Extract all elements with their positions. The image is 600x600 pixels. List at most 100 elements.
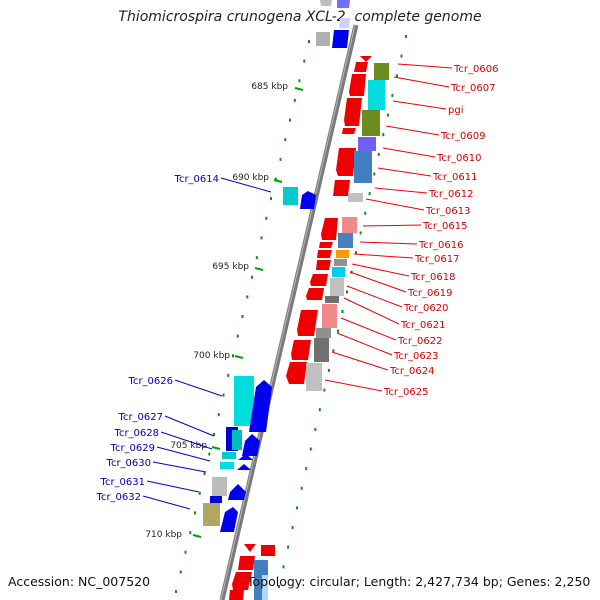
scale-dot — [400, 54, 403, 58]
forward-gene-label: pgi — [448, 105, 463, 116]
reverse-gene-label: Tcr_0629 — [110, 443, 155, 454]
scale-dot — [391, 93, 394, 97]
map-title: Thiomicrospira crunogena XCL-2, complete… — [118, 9, 482, 25]
scale-dot — [213, 432, 215, 436]
scale-dot — [251, 275, 253, 279]
topology-text: Topology: circular; Length: 2,427,734 bp… — [247, 574, 591, 589]
forward-label-connectors — [324, 63, 453, 392]
forward-connector — [362, 224, 422, 227]
scale-dot — [341, 310, 344, 313]
reverse-connector — [152, 461, 207, 473]
forward-connector — [393, 76, 450, 88]
scale-dot — [298, 79, 301, 83]
forward-gene-label: Tcr_0625 — [383, 387, 428, 398]
scale-dot — [332, 349, 335, 353]
reverse-connector — [164, 415, 215, 437]
reverse-gene-label: Tcr_0614 — [174, 174, 219, 185]
scale-label-700: 700 kbp — [193, 351, 230, 361]
forward-gene-label: Tcr_0616 — [418, 240, 463, 251]
forward-connector — [385, 125, 440, 136]
forward-gene-label: Tcr_0617 — [414, 254, 459, 265]
scale-dot — [184, 550, 187, 554]
forward-connector — [349, 271, 407, 293]
forward-gene-label: Tcr_0613 — [425, 206, 470, 217]
genome-backbone — [219, 24, 359, 600]
scale-dot — [293, 98, 296, 102]
reverse-gene-label: Tcr_0626 — [128, 376, 173, 387]
forward-connector — [340, 317, 397, 341]
forward-gene-label: Tcr_0606 — [453, 64, 498, 75]
forward-gene-label: Tcr_0619 — [407, 288, 452, 299]
scale-dot — [289, 118, 291, 122]
scale-label-705: 705 kbp — [170, 441, 207, 451]
scale-dot — [305, 467, 308, 471]
scale-dot — [203, 472, 206, 476]
scale-ticks — [192, 87, 304, 538]
scale-dot-track — [175, 35, 407, 593]
forward-gene-label: Tcr_0620 — [403, 303, 448, 314]
reverse-gene-label: Tcr_0630 — [106, 458, 151, 469]
forward-connector — [351, 263, 410, 277]
forward-gene-label: Tcr_0618 — [410, 272, 455, 283]
reverse-gene-label: Tcr_0627 — [118, 412, 163, 423]
forward-connector — [359, 241, 418, 245]
forward-connector — [331, 351, 389, 371]
forward-gene-label: Tcr_0615 — [422, 221, 467, 232]
scale-dot — [318, 408, 321, 412]
scale-dot — [291, 526, 294, 530]
forward-gene-label: Tcr_0607 — [450, 83, 495, 94]
genome-backbone-highlight — [220, 24, 356, 600]
scale-dot — [279, 157, 282, 161]
scale-dot — [287, 545, 290, 549]
scale-dot — [217, 413, 220, 417]
bottom-features — [229, 544, 275, 600]
reverse-gene-labels: Tcr_0614 Tcr_0626 Tcr_0627 Tcr_0628 Tcr_0629… — [96, 174, 219, 503]
scale-dot — [260, 236, 263, 240]
scale-dot — [386, 113, 389, 117]
scale-label-695: 695 kbp — [212, 262, 249, 272]
scale-dot — [327, 368, 330, 372]
reverse-connector — [146, 480, 200, 493]
forward-gene-label: Tcr_0609 — [440, 131, 485, 142]
forward-gene-label: Tcr_0610 — [436, 153, 481, 164]
scale-dot — [222, 393, 225, 397]
forward-features — [286, 56, 389, 391]
scale-dot — [405, 35, 407, 38]
reverse-label-connectors — [142, 177, 272, 510]
scale-dot — [300, 486, 303, 490]
reverse-connector — [142, 495, 191, 510]
reverse-gene-label: Tcr_0632 — [96, 492, 141, 503]
scale-dot — [208, 452, 211, 456]
scale-dot — [255, 256, 258, 260]
scale-dot — [278, 585, 280, 588]
scale-dot — [382, 133, 385, 137]
scale-dot — [337, 329, 339, 333]
scale-dot — [303, 59, 306, 63]
scale-label-710: 710 kbp — [145, 530, 182, 540]
forward-gene-label: Tcr_0623 — [393, 351, 438, 362]
scale-dot — [346, 290, 348, 294]
forward-gene-label: Tcr_0612 — [428, 189, 473, 200]
scale-dot — [355, 251, 358, 255]
reverse-connector — [160, 431, 213, 450]
scale-dot — [282, 565, 285, 569]
scale-dot — [309, 447, 312, 451]
forward-gene-label: Tcr_0611 — [432, 172, 477, 183]
scale-label-690: 690 kbp — [232, 173, 269, 183]
reverse-features — [203, 187, 316, 532]
scale-dot — [359, 231, 362, 235]
scale-dot — [284, 138, 287, 142]
accession-text: Accession: NC_007520 — [8, 574, 151, 589]
scale-dot — [368, 192, 371, 196]
scale-dot — [265, 216, 268, 220]
forward-connector — [336, 332, 393, 356]
forward-connector — [382, 147, 436, 158]
reverse-gene-label: Tcr_0631 — [100, 477, 145, 488]
scale-dot — [227, 373, 230, 377]
reverse-connector — [156, 446, 211, 462]
scale-dot — [194, 511, 196, 515]
scale-dot — [373, 172, 376, 176]
scale-dot — [189, 531, 192, 535]
